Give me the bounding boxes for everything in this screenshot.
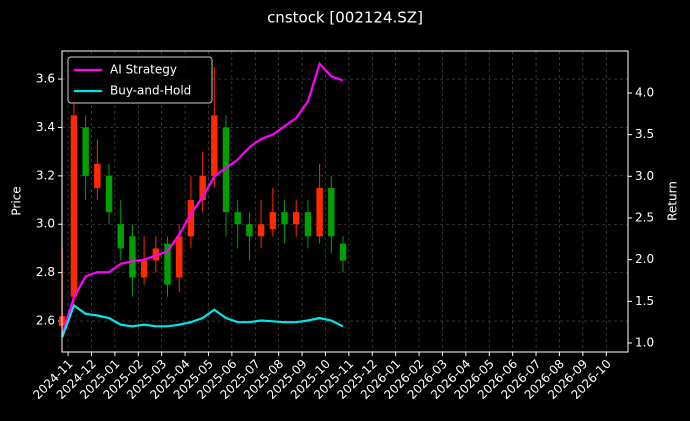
candle-body <box>281 212 288 225</box>
candle-body <box>304 212 312 237</box>
candle-body <box>222 127 230 213</box>
candle-body <box>140 260 148 278</box>
candle-body <box>292 212 300 225</box>
y2-tick-label: 3.0 <box>635 169 654 183</box>
candle-body <box>269 212 277 230</box>
legend-label: AI Strategy <box>110 63 177 77</box>
y-tick-label: 2.6 <box>36 314 55 328</box>
candle-body <box>328 187 335 237</box>
legend-label: Buy-and-Hold <box>110 84 191 98</box>
y-tick-label: 3.6 <box>36 72 55 86</box>
candle-body <box>199 175 206 201</box>
y-tick-label: 3.4 <box>36 120 55 134</box>
y2-tick-label: 2.0 <box>635 252 654 266</box>
candle-body <box>94 163 101 188</box>
y2-axis-label: Return <box>666 181 680 221</box>
y-axis-label: Price <box>10 186 24 215</box>
candle-body <box>187 200 195 237</box>
y-tick-label: 3.0 <box>36 217 55 231</box>
chart-title: cnstock [002124.SZ] <box>267 9 423 27</box>
candle-body <box>105 175 113 213</box>
candle-body <box>257 224 265 237</box>
candle-body <box>164 243 171 285</box>
candle-body <box>316 187 323 237</box>
line-series <box>61 303 344 338</box>
candle-body <box>211 115 218 176</box>
candle-body <box>176 236 183 278</box>
candle-body <box>117 224 124 249</box>
candle-body <box>70 115 78 297</box>
candle-body <box>234 212 241 225</box>
candle-body <box>82 127 89 176</box>
y2-tick-label: 4.0 <box>635 86 654 100</box>
candle-body <box>339 243 347 261</box>
y-tick-label: 2.8 <box>36 265 55 279</box>
candle-body <box>129 236 136 278</box>
legend-box <box>67 56 213 104</box>
plot-frame <box>61 50 629 353</box>
y-tick-label: 3.2 <box>36 168 55 182</box>
y2-tick-label: 3.5 <box>635 127 654 141</box>
y2-tick-label: 1.0 <box>635 336 654 350</box>
y2-tick-label: 2.5 <box>635 211 654 225</box>
candle-body <box>246 224 253 237</box>
y2-tick-label: 1.5 <box>635 294 654 308</box>
line-series <box>61 61 344 335</box>
